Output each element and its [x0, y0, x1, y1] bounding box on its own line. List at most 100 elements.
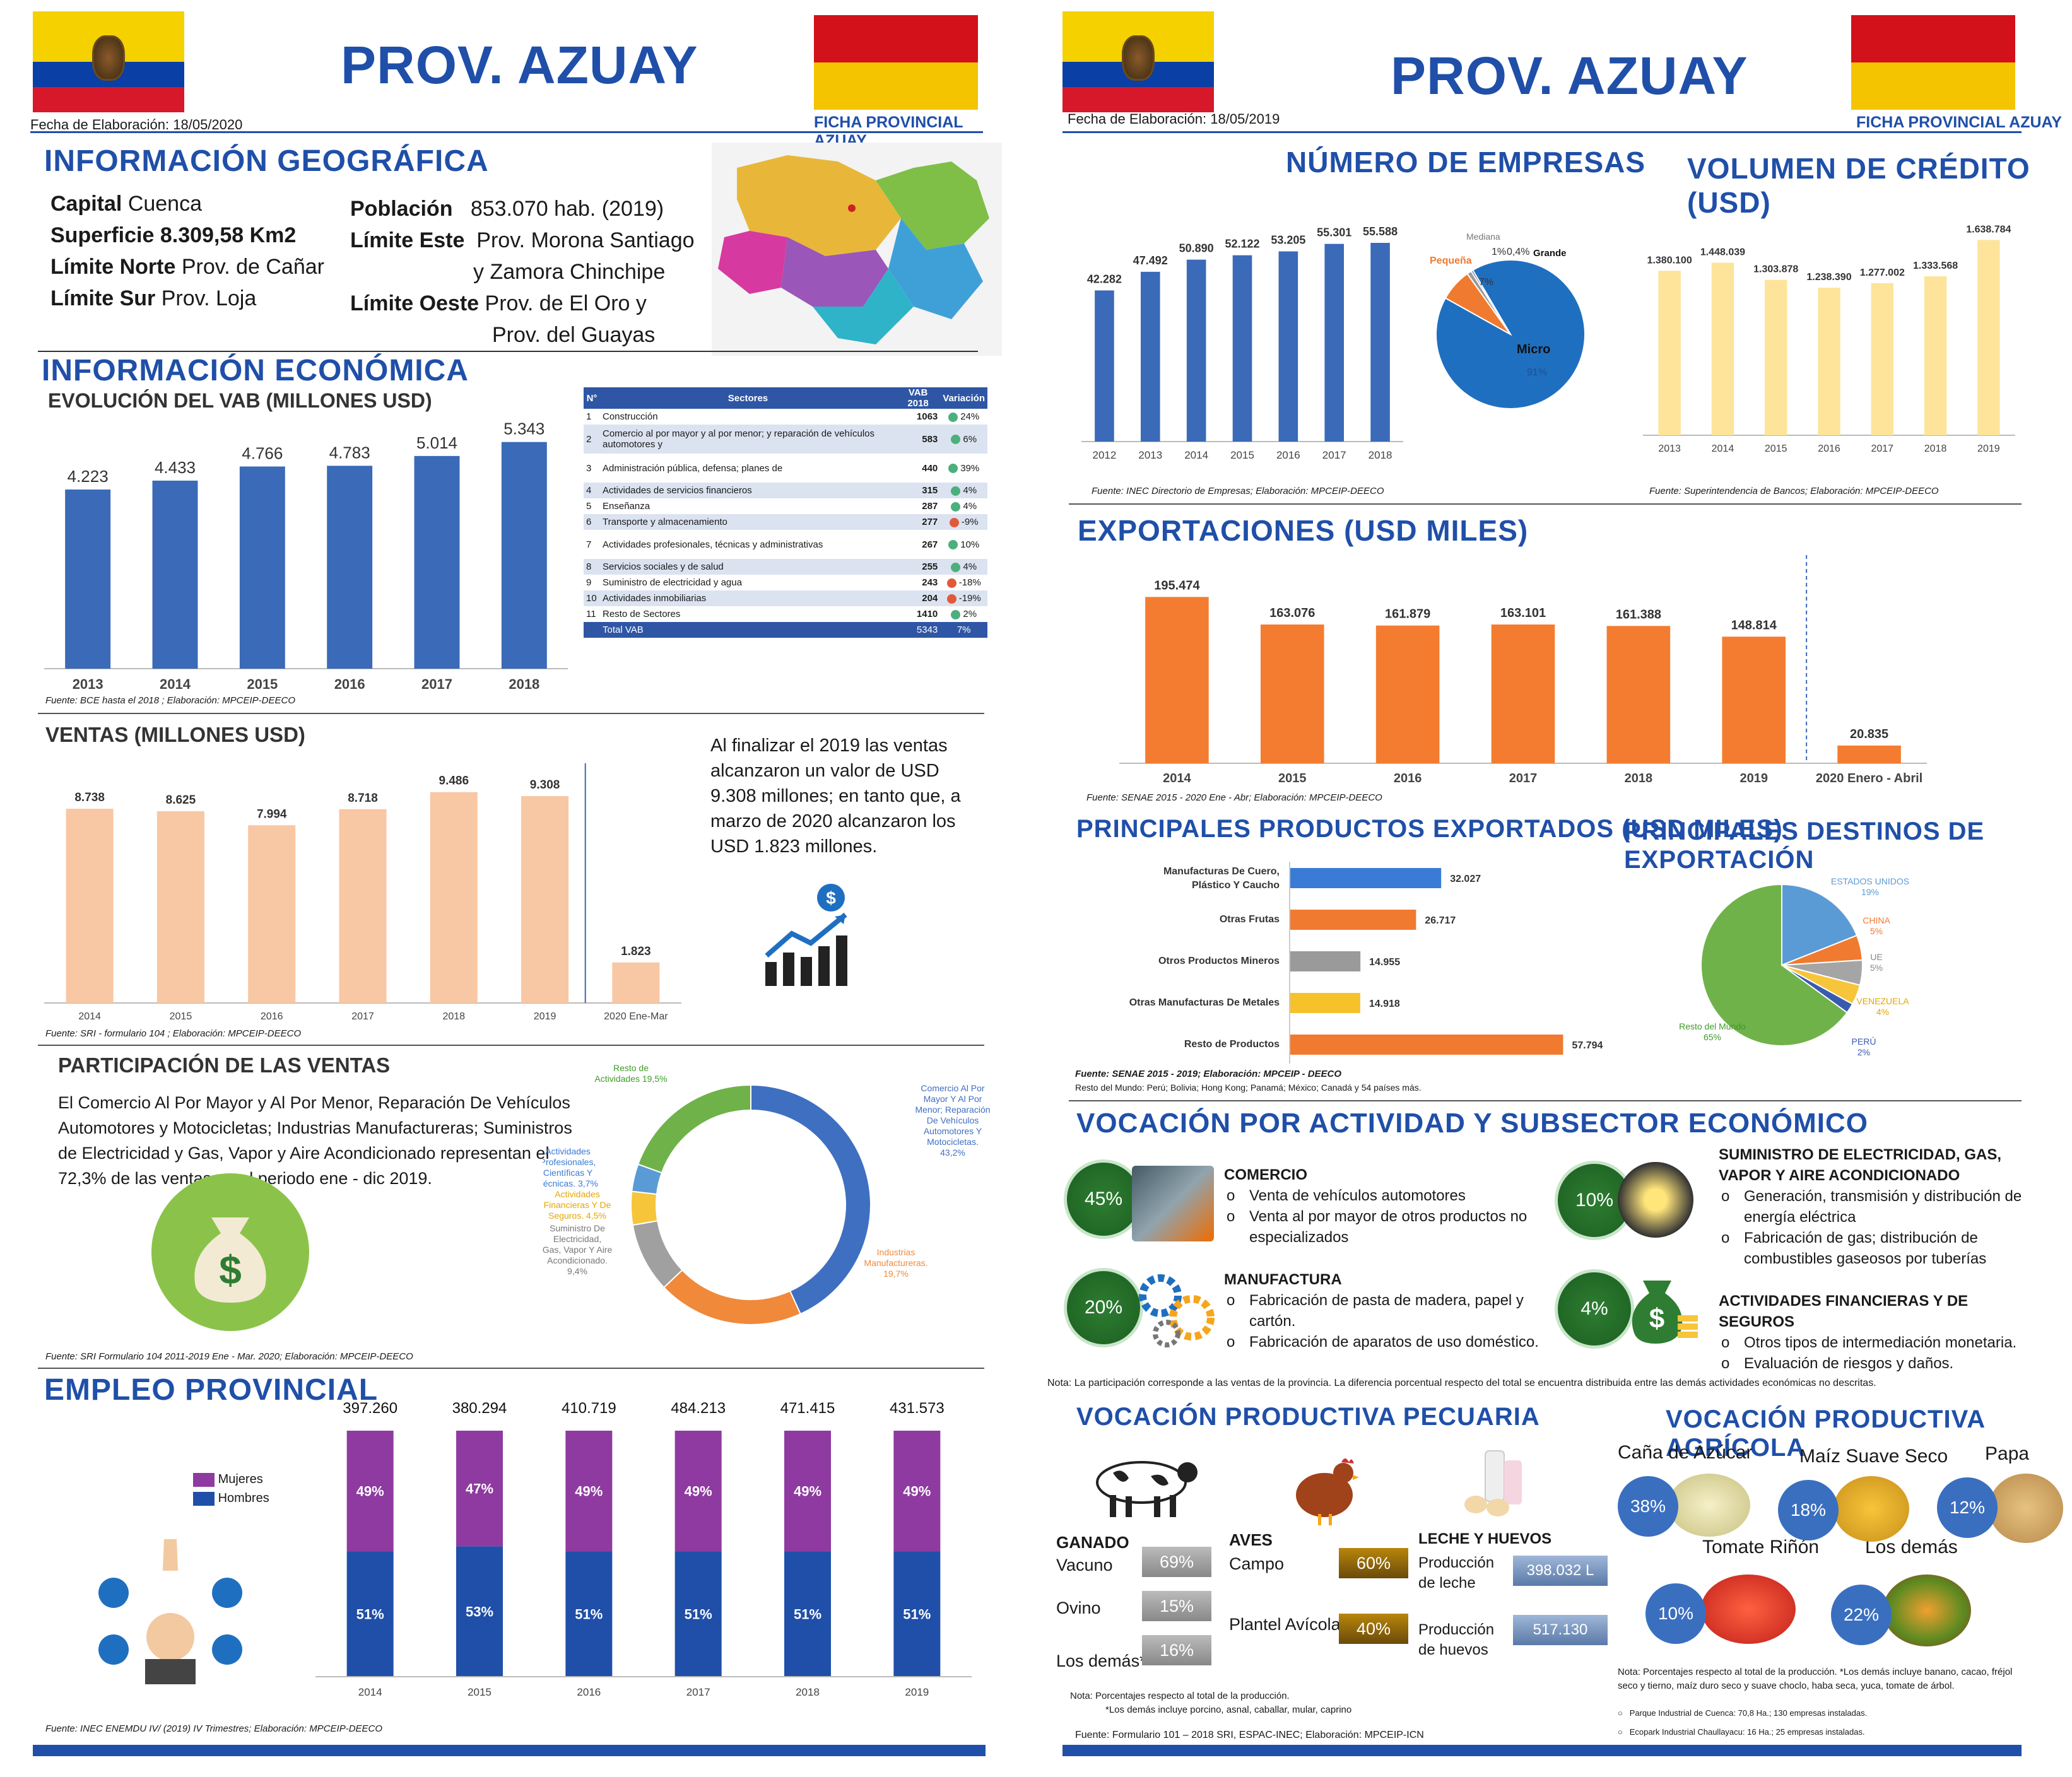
donut-label-line: 43,2% — [940, 1147, 965, 1158]
credito-chart: 1.380.100 2013 1.448.039 2014 1.303.878 2015 1… — [1643, 224, 2015, 454]
tick-label: 2019 — [534, 1011, 556, 1022]
ecuador-flag-left — [33, 11, 184, 112]
bar — [1290, 993, 1360, 1013]
variation-cell: 6% — [940, 425, 987, 454]
agricola-nota: Nota: Porcentajes respecto al total de l… — [1618, 1667, 2013, 1691]
table-row: 4 Actividades de servicios financieros 315… — [584, 483, 987, 498]
legend-hombres: Hombres — [218, 1491, 269, 1505]
bar — [1722, 636, 1786, 763]
table-total-row: Total VAB 5343 7% — [584, 622, 987, 638]
pie-slice — [630, 1190, 659, 1226]
vab-value: 315 — [922, 485, 938, 496]
data-label: 1.638.784 — [1966, 224, 2011, 235]
data-label: 49% — [794, 1484, 821, 1499]
credito-title: VOLUMEN DE CRÉDITO (USD) — [1687, 152, 2030, 219]
donut-label: Suministro De Electricidad, Gas, Vapor Y A… — [543, 1223, 612, 1276]
agricola-title: VOCACIÓN PRODUCTIVA AGRÍCOLA — [1666, 1405, 1985, 1462]
data-label: 1.333.568 — [1913, 261, 1958, 271]
vocacion-financieras-title: ACTIVIDADES FINANCIERAS Y DE SEGUROS — [1719, 1293, 1969, 1330]
total-label: 397.260 — [343, 1400, 397, 1417]
tick-label: 2015 — [1278, 771, 1307, 785]
table-row: 5 Enseñanza 287 4% — [584, 498, 987, 514]
slice-name: Grande — [1533, 248, 1567, 259]
donut-label-line: Científicas Y — [543, 1168, 593, 1178]
data-label: 9.486 — [439, 775, 469, 788]
bar-mujeres — [565, 1431, 613, 1552]
table-row: 9 Suministro de electricidad y agua 243 -1… — [584, 575, 987, 590]
crop-pct-badge: 18% — [1778, 1480, 1839, 1540]
ventas-chart: 8.738 2014 8.625 2015 7.994 2016 8.718 2017 9.48… — [44, 763, 681, 1022]
data-label: 4.223 — [68, 467, 109, 486]
bar — [65, 490, 111, 669]
participacion-rule — [38, 1368, 984, 1369]
vab-value: 1410 — [916, 609, 938, 619]
productos-rule — [1069, 1100, 2022, 1101]
vocacion-financieras-item: Otros tipos de intermediación monetaria. — [1721, 1332, 2034, 1353]
slice-value: 7% — [1479, 277, 1493, 288]
slice-name: Mediana — [1466, 232, 1500, 242]
tick-label: 2014 — [1184, 449, 1208, 461]
corn-image — [1834, 1476, 1909, 1542]
econ-rule — [38, 713, 984, 714]
tick-label: 2016 — [261, 1011, 283, 1022]
norte-label: Límite Norte — [50, 255, 176, 279]
geo-left-col: Capital Cuenca Superficie 8.309,58 Km2 L… — [50, 188, 324, 314]
donut-label-line: Gas, Vapor Y Aire — [543, 1245, 612, 1255]
vocacion-manufactura-badge: 20% — [1064, 1268, 1143, 1347]
data-label: 26.717 — [1425, 915, 1456, 926]
slice-value: 0,4% — [1507, 247, 1529, 257]
parque-1: ○ Parque Industrial de Cuenca: 70,8 Ha.;… — [1618, 1708, 1868, 1718]
tick-label: 2012 — [1093, 449, 1117, 461]
table-header-row: N° Sectores VAB 2018 Variación — [584, 387, 987, 409]
tick-label: 2020 Enero - Abril — [1816, 771, 1922, 785]
data-label: 52.122 — [1225, 238, 1259, 250]
donut-label: Actividades Financieras Y De Seguros. 4,5% — [544, 1189, 611, 1221]
vocacion-financieras: ACTIVIDADES FINANCIERAS Y DE SEGUROS Otr… — [1719, 1291, 2034, 1374]
page-title-right: PROV. AZUAY — [1391, 46, 1748, 105]
variation-cell: 4% — [940, 498, 987, 514]
data-label: 195.474 — [1154, 578, 1200, 592]
tick-label-line: Manufacturas De Cuero, — [1163, 866, 1280, 877]
data-label: 51% — [794, 1607, 821, 1622]
parque-1-text: Parque Industrial de Cuenca: 70,8 Ha.; 1… — [1629, 1708, 1868, 1718]
slice-name: CHINA — [1863, 915, 1890, 925]
slice-value: 65% — [1704, 1032, 1721, 1042]
row-number: 9 — [586, 577, 592, 588]
table-row: 10 Actividades inmobiliarias 204 -19% — [584, 590, 987, 606]
svg-text:$: $ — [219, 1247, 242, 1293]
vab-value: 1063 — [916, 411, 938, 422]
participacion-donut: Comercio Al Por Mayor Y Al Por Menor; Repa… — [543, 1063, 991, 1325]
sur-value: Prov. Loja — [161, 286, 257, 310]
econ-heading: INFORMACIÓN ECONÓMICA — [42, 354, 469, 387]
data-label: 49% — [903, 1484, 931, 1499]
bar — [1290, 1035, 1563, 1055]
data-label: 1.823 — [621, 945, 651, 958]
vab-title: EVOLUCIÓN DEL VAB (MILLONES USD) — [48, 389, 432, 412]
bar-mujeres — [784, 1431, 831, 1552]
pie-slice — [1470, 269, 1511, 335]
lightbulb-icon — [1618, 1162, 1693, 1238]
tick-label-line: Otras Frutas — [1220, 914, 1280, 925]
tick-label: Otras Frutas — [1220, 914, 1280, 925]
bar — [521, 796, 569, 1003]
table-header: Variación — [940, 387, 987, 409]
productos-chart: Manufacturas De Cuero, Plástico Y Caucho 3… — [1129, 862, 1603, 1064]
total-var: 7% — [957, 625, 971, 635]
superficie-label: Superficie 8.309,58 Km2 — [50, 223, 297, 247]
employment-people-icon — [98, 1539, 242, 1684]
pie-slice — [1700, 883, 1848, 1047]
data-label: 4.766 — [242, 444, 283, 463]
variation-cell: 39% — [940, 454, 987, 483]
tick-label: 2014 — [1163, 771, 1191, 785]
sector-name: Resto de Sectores — [603, 609, 681, 619]
donut-label-line: Automotores Y — [924, 1126, 982, 1136]
slice-value: 5% — [1870, 963, 1883, 973]
status-dot-icon — [948, 412, 958, 422]
data-label: 8.738 — [74, 791, 105, 804]
tick-label: Resto de Productos — [1184, 1039, 1280, 1050]
header-rule-right — [1062, 131, 2022, 133]
pie-slice — [1781, 883, 1858, 966]
tick-label: Otras Manufacturas De Metales — [1129, 997, 1280, 1008]
row-number: 3 — [586, 462, 592, 474]
table-row: 8 Servicios sociales y de salud 255 4% — [584, 559, 987, 575]
